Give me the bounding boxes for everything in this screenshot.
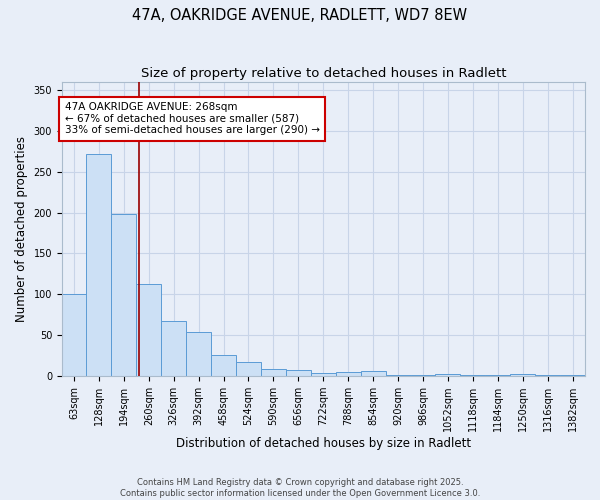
Bar <box>186 332 211 376</box>
Bar <box>311 373 336 376</box>
Bar <box>86 154 112 376</box>
Bar <box>361 372 386 376</box>
Bar <box>112 214 136 376</box>
Bar <box>136 284 161 376</box>
Bar <box>211 355 236 376</box>
Bar <box>336 372 361 376</box>
Y-axis label: Number of detached properties: Number of detached properties <box>15 136 28 322</box>
Bar <box>410 374 436 376</box>
Bar <box>161 322 186 376</box>
Text: 47A OAKRIDGE AVENUE: 268sqm
← 67% of detached houses are smaller (587)
33% of se: 47A OAKRIDGE AVENUE: 268sqm ← 67% of det… <box>65 102 320 136</box>
X-axis label: Distribution of detached houses by size in Radlett: Distribution of detached houses by size … <box>176 437 471 450</box>
Bar <box>62 294 87 376</box>
Bar <box>436 374 460 376</box>
Bar <box>286 370 311 376</box>
Bar <box>261 369 286 376</box>
Bar <box>510 374 535 376</box>
Bar <box>236 362 261 376</box>
Text: Contains HM Land Registry data © Crown copyright and database right 2025.
Contai: Contains HM Land Registry data © Crown c… <box>120 478 480 498</box>
Title: Size of property relative to detached houses in Radlett: Size of property relative to detached ho… <box>141 68 506 80</box>
Text: 47A, OAKRIDGE AVENUE, RADLETT, WD7 8EW: 47A, OAKRIDGE AVENUE, RADLETT, WD7 8EW <box>133 8 467 22</box>
